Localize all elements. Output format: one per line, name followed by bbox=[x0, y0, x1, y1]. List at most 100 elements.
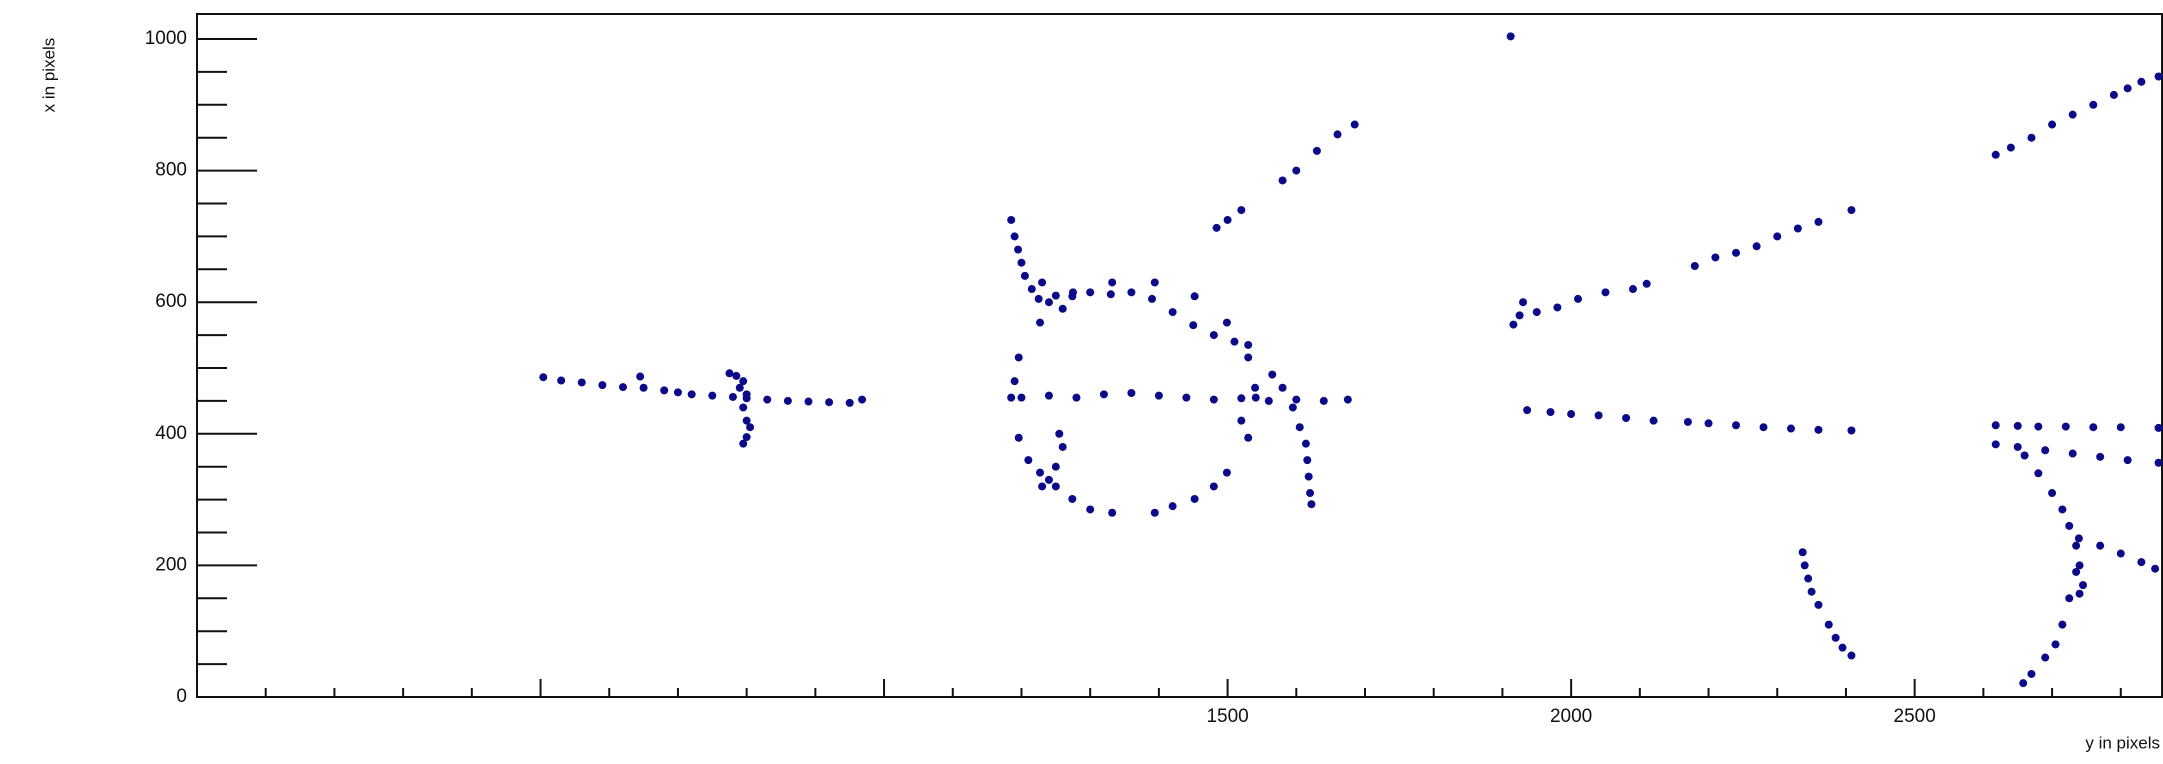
data-point bbox=[1237, 417, 1245, 425]
data-point bbox=[1059, 305, 1067, 313]
data-point bbox=[1230, 338, 1238, 346]
data-point bbox=[1007, 394, 1015, 402]
data-point bbox=[1244, 353, 1252, 361]
background bbox=[0, 0, 2163, 764]
data-point bbox=[1024, 456, 1032, 464]
data-point bbox=[2034, 469, 2042, 477]
data-point bbox=[1237, 394, 1245, 402]
data-point bbox=[2155, 424, 2163, 432]
data-point bbox=[1224, 216, 1232, 224]
data-point bbox=[1035, 295, 1043, 303]
data-point bbox=[2151, 565, 2159, 573]
x-axis-label: y in pixels bbox=[2085, 733, 2160, 752]
data-point bbox=[2124, 456, 2132, 464]
data-point bbox=[804, 398, 812, 406]
data-point bbox=[1169, 308, 1177, 316]
y-tick-label: 800 bbox=[155, 160, 187, 181]
data-point bbox=[1223, 319, 1231, 327]
data-point bbox=[1302, 440, 1310, 448]
data-point bbox=[2110, 91, 2118, 99]
data-point bbox=[1086, 288, 1094, 296]
data-point bbox=[1127, 288, 1135, 296]
data-point bbox=[1015, 434, 1023, 442]
data-point bbox=[846, 399, 854, 407]
data-point bbox=[708, 392, 716, 400]
y-tick-label: 0 bbox=[176, 686, 187, 707]
data-point bbox=[2117, 423, 2125, 431]
data-point bbox=[858, 396, 866, 404]
data-point bbox=[1847, 652, 1855, 660]
data-point bbox=[2014, 422, 2022, 430]
data-point bbox=[1086, 505, 1094, 513]
data-point bbox=[660, 386, 668, 394]
data-point bbox=[1732, 421, 1740, 429]
data-point bbox=[739, 440, 747, 448]
data-point bbox=[2076, 590, 2084, 598]
data-point bbox=[2048, 489, 2056, 497]
data-point bbox=[1237, 206, 1245, 214]
data-point bbox=[1320, 397, 1328, 405]
data-point bbox=[739, 403, 747, 411]
y-tick-label: 400 bbox=[155, 423, 187, 444]
data-point bbox=[1629, 285, 1637, 293]
data-point bbox=[1992, 421, 2000, 429]
data-point bbox=[1773, 232, 1781, 240]
data-point bbox=[1595, 411, 1603, 419]
data-point bbox=[1252, 394, 1260, 402]
data-point bbox=[1523, 406, 1531, 414]
data-point bbox=[1068, 495, 1076, 503]
x-tick-label: 1500 bbox=[1206, 706, 1248, 727]
data-point bbox=[725, 369, 733, 377]
data-point bbox=[619, 383, 627, 391]
data-point bbox=[1127, 389, 1135, 397]
y-tick-label: 600 bbox=[155, 291, 187, 312]
data-point bbox=[1223, 469, 1231, 477]
data-point bbox=[2117, 550, 2125, 558]
data-point bbox=[1509, 321, 1517, 329]
data-point bbox=[2041, 654, 2049, 662]
data-point bbox=[1072, 394, 1080, 402]
data-point bbox=[1151, 278, 1159, 286]
data-point bbox=[746, 423, 754, 431]
data-point bbox=[1244, 434, 1252, 442]
data-point bbox=[1279, 384, 1287, 392]
data-point bbox=[1045, 298, 1053, 306]
data-point bbox=[2155, 459, 2163, 467]
data-point bbox=[1553, 303, 1561, 311]
data-point bbox=[1814, 601, 1822, 609]
data-point bbox=[2079, 581, 2087, 589]
data-point bbox=[2065, 522, 2073, 530]
y-tick-label: 200 bbox=[155, 554, 187, 575]
data-point bbox=[2072, 542, 2080, 550]
data-point bbox=[1808, 588, 1816, 596]
data-point bbox=[2124, 84, 2132, 92]
chart: x in pixels y in pixels 0200400600800100… bbox=[0, 0, 2163, 764]
data-point bbox=[1650, 417, 1658, 425]
data-point bbox=[1567, 410, 1575, 418]
data-point bbox=[1069, 288, 1077, 296]
data-point bbox=[2058, 621, 2066, 629]
data-point bbox=[598, 381, 606, 389]
data-point bbox=[1516, 311, 1524, 319]
data-point bbox=[1296, 423, 1304, 431]
data-point bbox=[1191, 495, 1199, 503]
data-point bbox=[1052, 292, 1060, 300]
data-point bbox=[1814, 218, 1822, 226]
y-tick-label: 1000 bbox=[145, 28, 187, 49]
data-point bbox=[2155, 73, 2163, 81]
data-point bbox=[1303, 456, 1311, 464]
data-point bbox=[1289, 403, 1297, 411]
data-point bbox=[1265, 397, 1273, 405]
data-point bbox=[2048, 121, 2056, 129]
data-point bbox=[1351, 121, 1359, 129]
data-point bbox=[1799, 548, 1807, 556]
data-point bbox=[825, 398, 833, 406]
data-point bbox=[1045, 392, 1053, 400]
data-point bbox=[1292, 396, 1300, 404]
data-point bbox=[1055, 430, 1063, 438]
data-point bbox=[1622, 414, 1630, 422]
data-point bbox=[1059, 443, 1067, 451]
data-point bbox=[1244, 341, 1252, 349]
data-point bbox=[1992, 151, 2000, 159]
data-point bbox=[1108, 278, 1116, 286]
